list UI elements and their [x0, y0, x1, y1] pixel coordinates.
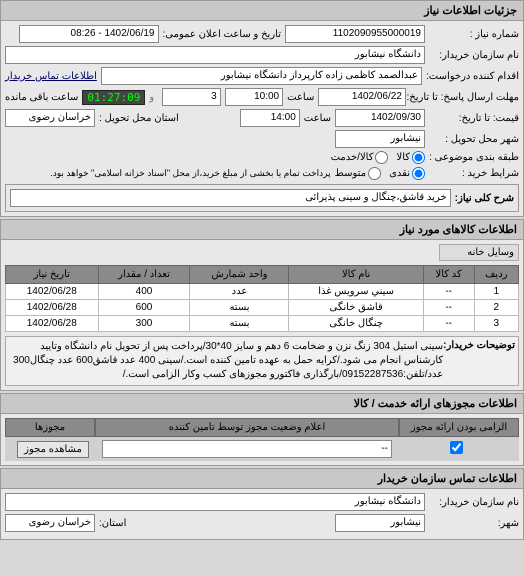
- field-org-province: خراسان رضوی: [5, 514, 95, 532]
- permit-row: -- مشاهده مجوز: [5, 437, 519, 461]
- items-panel: اطلاعات کالاهای مورد نیاز وسایل خانه ردی…: [0, 219, 524, 391]
- permits-panel: اطلاعات مجوزهای ارائه خدمت / کالا الزامی…: [0, 393, 524, 466]
- field-deadline-time: 10:00: [225, 88, 283, 106]
- main-panel-title: جزئیات اطلاعات نیاز: [1, 1, 523, 21]
- label-purchase-cond: شرایط خرید :: [429, 168, 519, 179]
- permit-col-permits: مجوزها: [5, 418, 95, 437]
- purchase-note: پرداخت تمام یا بخشی از مبلغ خرید،از محل …: [50, 168, 330, 179]
- field-org-name: دانشگاه نیشابور: [5, 493, 425, 511]
- table-row: 3--چنگال خانگیبسته3001402/06/28: [6, 316, 519, 332]
- radio-service-goods[interactable]: کالا/خدمت: [331, 151, 389, 164]
- items-col-header: تاریخ نیاز: [6, 266, 99, 284]
- label-price-valid: قیمت: تا تاریخ:: [429, 113, 519, 124]
- countdown-timer: 01:27:09: [82, 90, 145, 105]
- radio-cash[interactable]: نقدی: [389, 167, 425, 180]
- table-row: 1--سیني سرویس غذاعدد4001402/06/28: [6, 284, 519, 300]
- label-province: استان محل تحویل :: [99, 113, 179, 124]
- field-price-date: 1402/09/30: [335, 109, 425, 127]
- main-panel: جزئیات اطلاعات نیاز شماره نیاز : 1102090…: [0, 0, 524, 217]
- label-org-city: شهر:: [429, 518, 519, 529]
- radio-med[interactable]: متوسط: [335, 167, 381, 180]
- label-requester: اقدام کننده درخواست:: [426, 71, 519, 82]
- buyer-desc-label: توضیحات خریدار:: [443, 340, 515, 382]
- label-org-name: نام سازمان خریدار:: [429, 497, 519, 508]
- permit-required-checkbox[interactable]: [450, 441, 463, 454]
- org-contact-panel: اطلاعات تماس سازمان خریدار نام سازمان خر…: [0, 468, 524, 540]
- view-permit-button[interactable]: مشاهده مجوز: [17, 441, 89, 458]
- items-col-header: تعداد / مقدار: [98, 266, 190, 284]
- field-buyer-org: دانشگاه نیشابور: [5, 46, 425, 64]
- items-col-header: کد کالا: [423, 266, 474, 284]
- permit-col-status: اعلام وضعیت مجوز توسط تامین کننده: [95, 418, 399, 437]
- permit-col-required: الزامی بودن ارائه مجوز: [399, 418, 519, 437]
- label-buyer-org: نام سازمان خریدار:: [429, 50, 519, 61]
- permit-status-field: --: [102, 440, 392, 458]
- label-announce: تاریخ و ساعت اعلان عمومی:: [163, 29, 282, 40]
- items-panel-title: اطلاعات کالاهای مورد نیاز: [1, 220, 523, 240]
- label-time1: ساعت: [287, 92, 314, 103]
- label-org-province: استان:: [99, 518, 126, 529]
- label-time2: ساعت: [304, 113, 331, 124]
- field-province: خراسان رضوی: [5, 109, 95, 127]
- permits-panel-title: اطلاعات مجوزهای ارائه خدمت / کالا: [1, 394, 523, 414]
- label-deadline: مهلت ارسال پاسخ: تا تاریخ:: [410, 92, 519, 103]
- items-col-header: واحد شمارش: [190, 266, 289, 284]
- field-org-city: نیشابور: [335, 514, 425, 532]
- label-city: شهر محل تحویل :: [429, 134, 519, 145]
- label-req-no: شماره نیاز :: [429, 29, 519, 40]
- label-remain: ساعت باقی مانده: [5, 92, 78, 103]
- tab-household[interactable]: وسایل خانه: [439, 244, 519, 261]
- field-city: نیشابور: [335, 130, 425, 148]
- buyer-desc-box: توضیحات خریدار: سینی استیل 304 زنگ نزن و…: [5, 336, 519, 386]
- field-deadline-date: 1402/06/22: [318, 88, 406, 106]
- need-desc-frame: شرح کلی نیاز: خرید قاشق،چنگال و سینی پذی…: [5, 184, 519, 212]
- field-requester: عبدالصمد کاظمی زاده کارپرداز دانشگاه نیش…: [101, 67, 422, 85]
- items-col-header: نام کالا: [289, 266, 423, 284]
- field-price-time: 14:00: [240, 109, 300, 127]
- label-need-desc: شرح کلی نیاز:: [455, 193, 514, 204]
- buyer-desc-text: سینی استیل 304 زنگ نزن و ضخامت 6 دهم و س…: [9, 340, 443, 382]
- permit-table-header: الزامی بودن ارائه مجوز اعلام وضعیت مجوز …: [5, 418, 519, 437]
- field-remain: 3: [162, 88, 220, 106]
- buyer-contact-link[interactable]: اطلاعات تماس خریدار: [5, 71, 97, 82]
- items-table: ردیفکد کالانام کالاواحد شمارشتعداد / مقد…: [5, 265, 519, 332]
- items-col-header: ردیف: [474, 266, 518, 284]
- label-pkg: طبقه بندی موضوعی :: [429, 152, 519, 163]
- field-req-no: 1102090955000019: [285, 25, 425, 43]
- table-row: 2--قاشق خانگیبسته6001402/06/28: [6, 300, 519, 316]
- org-contact-title: اطلاعات تماس سازمان خریدار: [1, 469, 523, 489]
- field-need-desc: خرید قاشق،چنگال و سینی پذیرائی: [10, 189, 451, 207]
- radio-goods[interactable]: کالا: [396, 151, 425, 164]
- field-announce: 1402/06/19 - 08:26: [19, 25, 159, 43]
